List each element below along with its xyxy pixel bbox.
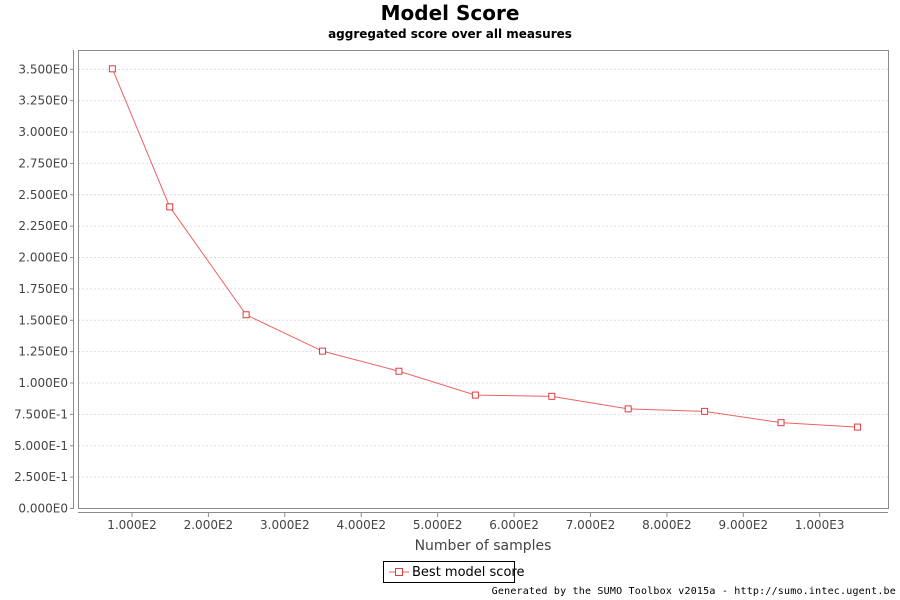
- plot-border: [78, 50, 889, 509]
- legend: Best model score: [383, 561, 524, 583]
- y-tick-label: 1.750E0: [18, 282, 68, 296]
- y-tick-label: 2.250E0: [18, 219, 68, 233]
- y-tick-label: 3.000E0: [18, 125, 68, 139]
- y-tick-label: 7.500E-1: [14, 407, 68, 421]
- data-point: [777, 419, 785, 427]
- x-tick-label: 4.000E2: [336, 518, 386, 532]
- data-point: [395, 367, 403, 375]
- x-tick-label: 5.000E2: [413, 518, 463, 532]
- data-point: [166, 203, 174, 211]
- y-tick-label: 2.500E-1: [14, 470, 68, 484]
- legend-label: Best model score: [412, 564, 525, 580]
- data-point: [853, 423, 861, 431]
- x-tick-label: 1.000E3: [795, 518, 845, 532]
- y-tick-label: 1.500E0: [18, 313, 68, 327]
- x-tick-label: 7.000E2: [566, 518, 616, 532]
- y-tick-label: 2.750E0: [18, 156, 68, 170]
- chart-title: Model Score: [380, 1, 520, 25]
- y-tick-label: 2.000E0: [18, 251, 68, 265]
- x-axis-label: Number of samples: [415, 538, 552, 554]
- y-tick-label: 1.250E0: [18, 345, 68, 359]
- plot-background: [78, 50, 888, 508]
- data-point: [471, 391, 479, 399]
- x-tick-label: 2.000E2: [184, 518, 234, 532]
- data-point: [624, 405, 632, 413]
- data-point: [319, 347, 327, 355]
- y-tick-label: 3.250E0: [18, 94, 68, 108]
- y-tick-label: 3.500E0: [18, 62, 68, 76]
- y-tick-label: 5.000E-1: [14, 439, 68, 453]
- x-tick-label: 8.000E2: [642, 518, 692, 532]
- data-point: [701, 407, 709, 415]
- data-point: [242, 311, 250, 319]
- x-tick-label: 3.000E2: [260, 518, 310, 532]
- y-tick-label: 0.000E0: [18, 502, 68, 516]
- chart-subtitle: aggregated score over all measures: [328, 27, 572, 41]
- data-point: [108, 65, 116, 73]
- x-tick-label: 9.000E2: [719, 518, 769, 532]
- y-tick-label: 2.500E0: [18, 188, 68, 202]
- x-tick-label: 6.000E2: [489, 518, 539, 532]
- x-tick-label: 1.000E2: [107, 518, 157, 532]
- data-point: [548, 392, 556, 400]
- credit-text: Generated by the SUMO Toolbox v2015a - h…: [491, 586, 896, 597]
- legend-swatch-icon: [389, 568, 409, 576]
- y-tick-label: 1.000E0: [18, 376, 68, 390]
